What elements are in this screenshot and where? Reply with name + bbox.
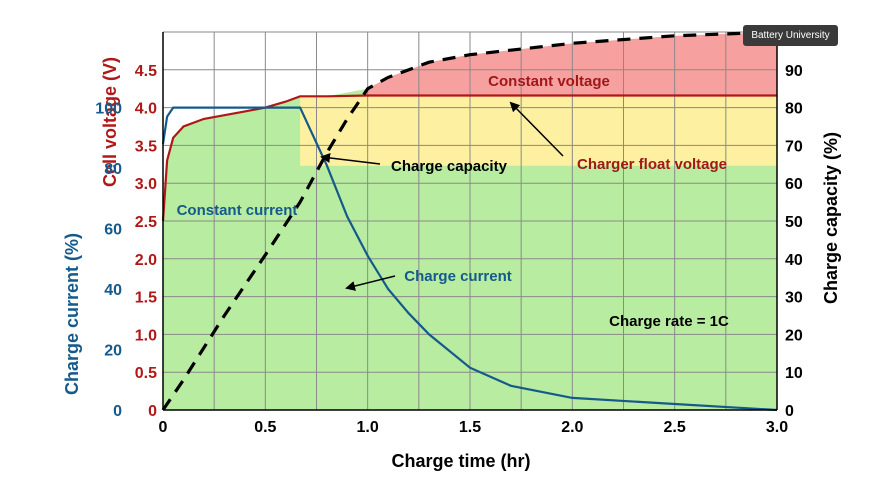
voltage-tick-label: 0 (148, 403, 157, 420)
chart-series (161, 30, 778, 412)
current-line (161, 106, 778, 412)
capacity-tick-label: 30 (785, 290, 803, 307)
voltage-tick-label: 4.0 (135, 101, 157, 118)
arrow-charge-capacity (320, 152, 381, 165)
voltage-tick-label: 4.5 (135, 63, 157, 80)
capacity-tick-label: 70 (785, 138, 803, 155)
capacity-tick-label: 20 (785, 327, 803, 344)
arrow-float-voltage (509, 101, 564, 157)
x-tick-label: 1.5 (459, 419, 481, 436)
voltage-axis-title: Cell voltage (V) (100, 57, 120, 187)
current-tick-label: 100 (95, 101, 122, 118)
x-tick-label: 2.5 (664, 419, 686, 436)
annotation-charge-capacity: Charge capacity (391, 158, 508, 175)
chart-axes: 0 0.5 1.0 1.5 2.0 2.5 3.0 Charge time (hr) 0 0.5 1… (62, 25, 841, 471)
capacity-tick-label: 50 (785, 214, 803, 231)
annotation-charge-current: Charge current (404, 268, 512, 285)
annotation-charge-rate: Charge rate = 1C (609, 313, 729, 330)
capacity-tick-label: 10 (785, 365, 803, 382)
watermark-badge: Battery University (743, 25, 838, 46)
x-tick-label: 3.0 (766, 419, 788, 436)
current-tick-label: 20 (104, 343, 122, 360)
current-tick-label: 0 (113, 403, 122, 420)
annotation-constant-voltage: Constant voltage (488, 73, 610, 90)
x-tick-label: 1.0 (357, 419, 379, 436)
x-axis-title: Charge time (hr) (391, 451, 530, 471)
voltage-tick-label: 2.0 (135, 252, 157, 269)
current-tick-label: 40 (104, 282, 122, 299)
voltage-tick-label: 3.5 (135, 138, 157, 155)
capacity-tick-label: 40 (785, 252, 803, 269)
voltage-line (161, 94, 777, 222)
voltage-tick-label: 3.0 (135, 176, 157, 193)
arrow-charge-current (345, 275, 396, 291)
current-axis-title: Charge current (%) (62, 233, 82, 395)
annotation-float-voltage: Charger float voltage (577, 156, 727, 173)
capacity-tick-label: 90 (785, 63, 803, 80)
annotation-constant-current: Constant current (177, 202, 298, 219)
x-tick-label: 0 (159, 419, 168, 436)
current-tick-label: 60 (104, 222, 122, 239)
capacity-tick-label: 0 (785, 403, 794, 420)
capacity-tick-label: 80 (785, 101, 803, 118)
voltage-tick-label: 0.5 (135, 365, 157, 382)
capacity-tick-label: 60 (785, 176, 803, 193)
current-tick-label: 80 (104, 161, 122, 178)
constant-voltage-region (363, 32, 777, 96)
capacity-line (161, 30, 778, 411)
voltage-tick-label: 1.5 (135, 290, 157, 307)
voltage-tick-label: 1.0 (135, 327, 157, 344)
capacity-axis-title: Charge capacity (%) (821, 132, 841, 304)
x-tick-label: 2.0 (561, 419, 583, 436)
voltage-tick-label: 2.5 (135, 214, 157, 231)
chart-annotations: Constant voltage Charge capacity Charger f… (177, 73, 729, 330)
x-tick-label: 0.5 (254, 419, 276, 436)
